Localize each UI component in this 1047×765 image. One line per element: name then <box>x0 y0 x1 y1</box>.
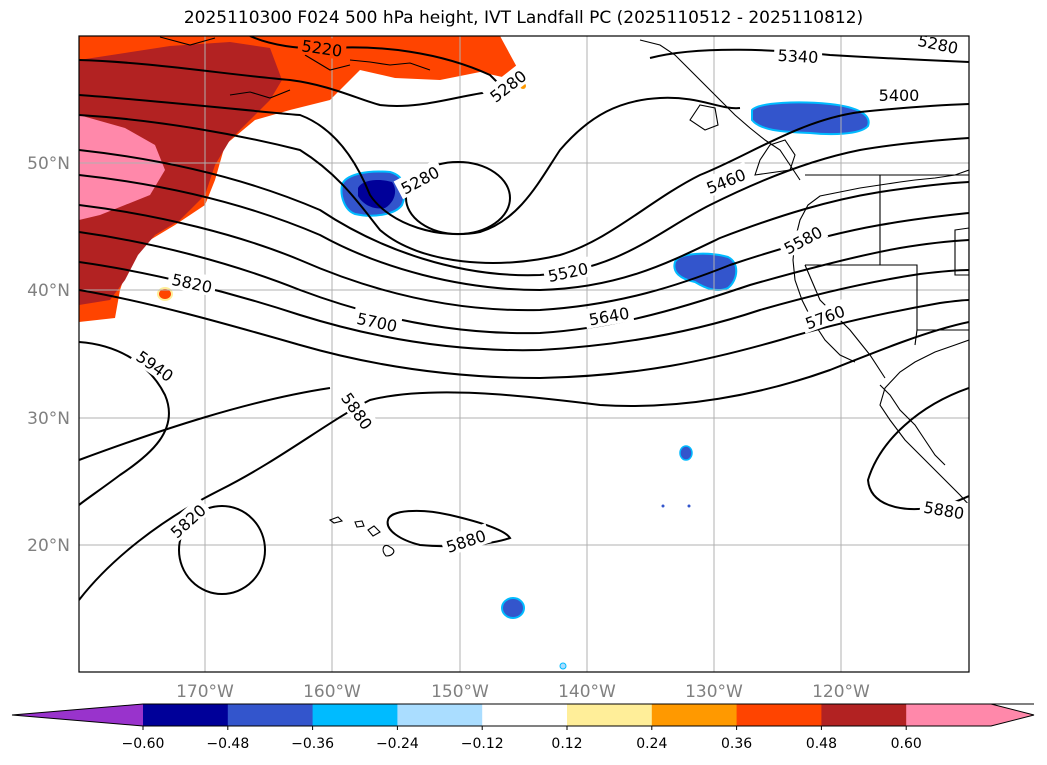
colorbar-tick-label: −0.36 <box>291 736 334 752</box>
colorbar-tick-label: −0.12 <box>461 736 504 752</box>
lon-labels: 170°W 160°W 150°W 140°W 130°W 120°W <box>176 682 870 702</box>
gridlines <box>79 36 969 672</box>
map-area: 5220 5280 5280 5280 5340 5400 5460 5520 … <box>79 36 969 672</box>
colorbar-tick-label: 0.12 <box>551 736 582 752</box>
map-frame <box>78 35 970 673</box>
colorbar-segment <box>567 704 653 726</box>
lat-label: 50°N <box>27 154 70 174</box>
colorbar-tick-label: −0.24 <box>376 736 419 752</box>
colorbar-segment <box>312 704 398 726</box>
lat-label: 30°N <box>27 409 70 429</box>
colorbar-tick-label: 0.60 <box>891 736 922 752</box>
colorbar-tick-label: −0.48 <box>206 736 249 752</box>
colorbar-segment <box>227 704 314 726</box>
colorbar-segment <box>906 704 992 726</box>
colorbar: −0.60 −0.48 −0.36 −0.24 −0.12 0.12 0.24 0.36 0.4… <box>11 703 1035 752</box>
lat-label: 20°N <box>27 536 70 556</box>
colorbar-tick-label: 0.48 <box>806 736 837 752</box>
colorbar-segment <box>143 704 229 726</box>
height-contours <box>79 36 969 601</box>
colorbar-extend-low <box>12 704 143 726</box>
colorbar-segment <box>482 704 568 726</box>
lat-label: 40°N <box>27 281 70 301</box>
colorbar-extend-high <box>991 704 1034 726</box>
colorbar-segment <box>651 704 738 726</box>
contour-label-5340: 5340 <box>777 46 819 67</box>
lon-label: 160°W <box>303 682 361 702</box>
lon-label: 130°W <box>685 682 743 702</box>
colorbar-tick-label: 0.24 <box>636 736 667 752</box>
map-title: 2025110300 F024 500 hPa height, IVT Land… <box>183 8 864 28</box>
colorbar-tick-label: 0.36 <box>721 736 752 752</box>
contour-label-5400: 5400 <box>879 86 920 105</box>
lon-label: 120°W <box>812 682 870 702</box>
colorbar-tick-label: −0.60 <box>122 736 165 752</box>
colorbar-segment <box>821 704 907 726</box>
lon-label: 150°W <box>431 682 489 702</box>
colorbar-segment <box>736 704 822 726</box>
colorbar-outline <box>11 703 1035 727</box>
colorbar-segment <box>397 704 483 726</box>
lat-labels: 50°N 40°N 30°N 20°N <box>27 154 70 556</box>
lon-label: 140°W <box>558 682 616 702</box>
lon-label: 170°W <box>176 682 234 702</box>
